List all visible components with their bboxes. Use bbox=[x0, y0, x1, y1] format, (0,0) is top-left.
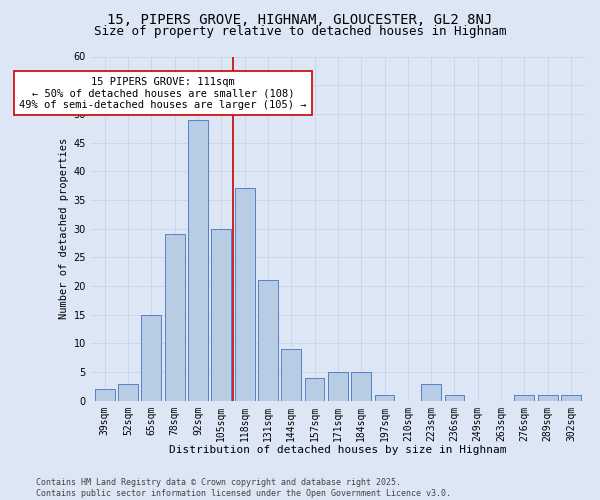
Bar bbox=[118, 384, 138, 400]
Y-axis label: Number of detached properties: Number of detached properties bbox=[59, 138, 69, 319]
Bar bbox=[514, 395, 534, 400]
Text: Contains HM Land Registry data © Crown copyright and database right 2025.
Contai: Contains HM Land Registry data © Crown c… bbox=[36, 478, 451, 498]
Bar bbox=[188, 120, 208, 400]
Bar bbox=[165, 234, 185, 400]
Bar bbox=[95, 389, 115, 400]
X-axis label: Distribution of detached houses by size in Highnam: Distribution of detached houses by size … bbox=[169, 445, 506, 455]
Bar bbox=[374, 395, 394, 400]
Bar bbox=[328, 372, 348, 400]
Text: Size of property relative to detached houses in Highnam: Size of property relative to detached ho… bbox=[94, 25, 506, 38]
Bar bbox=[142, 314, 161, 400]
Bar bbox=[538, 395, 557, 400]
Bar bbox=[235, 188, 254, 400]
Text: 15 PIPERS GROVE: 111sqm
← 50% of detached houses are smaller (108)
49% of semi-d: 15 PIPERS GROVE: 111sqm ← 50% of detache… bbox=[19, 76, 307, 110]
Text: 15, PIPERS GROVE, HIGHNAM, GLOUCESTER, GL2 8NJ: 15, PIPERS GROVE, HIGHNAM, GLOUCESTER, G… bbox=[107, 12, 493, 26]
Bar bbox=[561, 395, 581, 400]
Bar bbox=[281, 349, 301, 401]
Bar bbox=[421, 384, 441, 400]
Bar bbox=[351, 372, 371, 400]
Bar bbox=[211, 228, 231, 400]
Bar bbox=[445, 395, 464, 400]
Bar bbox=[305, 378, 325, 400]
Bar bbox=[258, 280, 278, 400]
